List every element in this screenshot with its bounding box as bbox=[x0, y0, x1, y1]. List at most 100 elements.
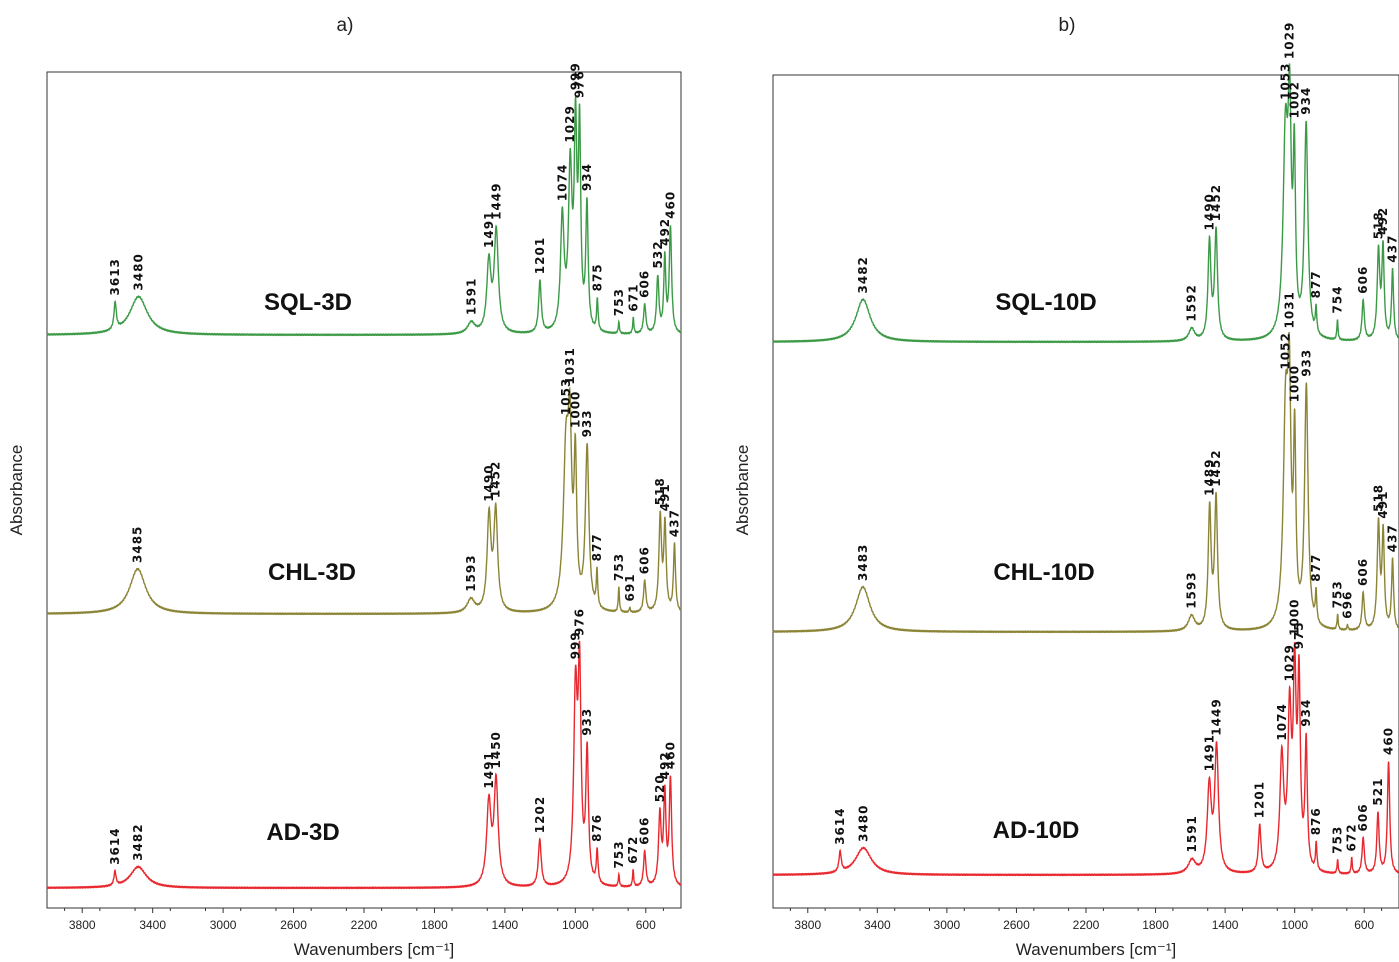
x-tick-label: 3400 bbox=[864, 918, 891, 932]
spectrum-line-CHL-3D bbox=[46, 386, 682, 616]
peak-label: 999 bbox=[569, 62, 583, 90]
peak-label: 1449 bbox=[1210, 698, 1224, 735]
peak-label: 492 bbox=[658, 218, 672, 246]
peak-label: 696 bbox=[1341, 591, 1355, 619]
peak-label: 975 bbox=[1292, 621, 1306, 649]
peak-label: 753 bbox=[612, 553, 626, 581]
peak-label: 492 bbox=[1376, 207, 1390, 235]
peak-label: 491 bbox=[658, 483, 672, 511]
peak-label: 532 bbox=[651, 240, 665, 268]
peak-label: 1592 bbox=[1185, 284, 1199, 321]
x-tick-label: 1800 bbox=[1142, 918, 1169, 932]
series-label: AD-10D bbox=[993, 817, 1080, 844]
y-axis-title: Absorbance bbox=[7, 445, 26, 536]
peak-label: 606 bbox=[638, 817, 652, 845]
peak-label: 1591 bbox=[464, 278, 478, 315]
peak-label: 875 bbox=[590, 263, 604, 291]
peak-label: 876 bbox=[1309, 807, 1323, 835]
peak-label: 933 bbox=[580, 708, 594, 736]
peak-label: 1074 bbox=[1275, 703, 1289, 740]
peak-label: 1452 bbox=[1209, 184, 1223, 221]
x-tick-label: 2200 bbox=[1073, 918, 1100, 932]
x-tick-label: 3000 bbox=[934, 918, 961, 932]
peak-label: 1491 bbox=[482, 211, 496, 248]
peak-label: 877 bbox=[590, 533, 604, 561]
x-tick-label: 1800 bbox=[421, 918, 448, 932]
series-label: AD-3D bbox=[266, 819, 339, 846]
peak-label: 1489 bbox=[1203, 458, 1217, 495]
panel-label: a) bbox=[337, 15, 354, 36]
x-tick-label: 2600 bbox=[280, 918, 307, 932]
peak-label: 876 bbox=[590, 814, 604, 842]
peak-label: 934 bbox=[1299, 699, 1313, 727]
peak-label: 606 bbox=[1356, 558, 1370, 586]
peak-label: 3613 bbox=[108, 258, 122, 295]
peak-label: 976 bbox=[573, 608, 587, 636]
peak-label: 1201 bbox=[1253, 781, 1267, 818]
x-tick-label: 1400 bbox=[492, 918, 519, 932]
series-label: CHL-10D bbox=[993, 559, 1094, 586]
spectrum-line-SQL-3D bbox=[46, 96, 682, 337]
peak-label: 1593 bbox=[464, 554, 478, 591]
peak-label: 3614 bbox=[108, 827, 122, 864]
peak-label: 606 bbox=[638, 270, 652, 298]
panel-b: b) Absorbance Wavenumbers [cm⁻¹] 3800 3400 30… bbox=[733, 15, 1399, 959]
peak-label: 753 bbox=[612, 840, 626, 868]
peak-label: 999 bbox=[569, 631, 583, 659]
spectrum-line-AD-10D bbox=[772, 642, 1399, 877]
peak-label: 933 bbox=[580, 409, 594, 437]
peak-label: 1449 bbox=[489, 182, 503, 219]
spectrum-line-CHL-10D bbox=[772, 331, 1399, 634]
peak-label: 1450 bbox=[489, 731, 503, 768]
x-tick-label: 2200 bbox=[351, 918, 378, 932]
peak-label: 3614 bbox=[833, 807, 847, 844]
x-tick-label: 600 bbox=[1354, 918, 1374, 932]
peak-label: 1593 bbox=[1185, 571, 1199, 608]
peak-label: 437 bbox=[1386, 235, 1399, 263]
peak-label: 1031 bbox=[1282, 291, 1296, 328]
x-tick-label: 1400 bbox=[1212, 918, 1239, 932]
y-axis-title: Absorbance bbox=[733, 445, 752, 536]
peak-label: 492 bbox=[658, 751, 672, 779]
spectrum-line-AD-3D bbox=[46, 640, 682, 890]
peak-label: 3482 bbox=[856, 256, 870, 293]
peak-label: 934 bbox=[1299, 87, 1313, 115]
peak-label: 518 bbox=[1372, 211, 1386, 239]
peak-label: 521 bbox=[1371, 778, 1385, 806]
peak-label: 1002 bbox=[1287, 81, 1301, 118]
peak-label: 606 bbox=[1356, 266, 1370, 294]
peak-label: 877 bbox=[1309, 270, 1323, 298]
x-tick-label: 3800 bbox=[69, 918, 96, 932]
peak-label: 3482 bbox=[131, 823, 145, 860]
peak-label: 1053 bbox=[559, 378, 573, 415]
peak-label: 460 bbox=[663, 741, 677, 769]
peak-label: 460 bbox=[663, 191, 677, 219]
peak-label: 976 bbox=[573, 70, 587, 98]
peak-label: 691 bbox=[623, 573, 637, 601]
peak-label: 753 bbox=[1331, 826, 1345, 854]
peak-label: 491 bbox=[1376, 491, 1390, 519]
peak-label: 3485 bbox=[131, 526, 145, 563]
peak-label: 1029 bbox=[563, 105, 577, 142]
peak-label: 1000 bbox=[568, 391, 582, 428]
peak-label: 1202 bbox=[533, 796, 547, 833]
peak-label: 1052 bbox=[1279, 332, 1293, 369]
x-tick-label: 3800 bbox=[794, 918, 821, 932]
peak-label: 1201 bbox=[533, 237, 547, 274]
peak-label: 518 bbox=[653, 477, 667, 505]
series-label: SQL-10D bbox=[995, 289, 1096, 316]
peak-label: 520 bbox=[653, 774, 667, 802]
peak-label: 1074 bbox=[555, 164, 569, 201]
peak-label: 1029 bbox=[1283, 644, 1297, 681]
peak-label: 933 bbox=[1299, 349, 1313, 377]
peak-label: 460 bbox=[1382, 727, 1396, 755]
peak-label: 1491 bbox=[482, 751, 496, 788]
peak-label: 1452 bbox=[1209, 449, 1223, 486]
peak-label: 672 bbox=[1345, 823, 1359, 851]
x-tick-label: 2600 bbox=[1003, 918, 1030, 932]
peak-label: 671 bbox=[626, 284, 640, 312]
x-axis-title: Wavenumbers [cm⁻¹] bbox=[294, 940, 454, 959]
peak-label: 754 bbox=[1330, 285, 1344, 313]
peak-label: 672 bbox=[626, 836, 640, 864]
peak-label: 877 bbox=[1309, 554, 1323, 582]
